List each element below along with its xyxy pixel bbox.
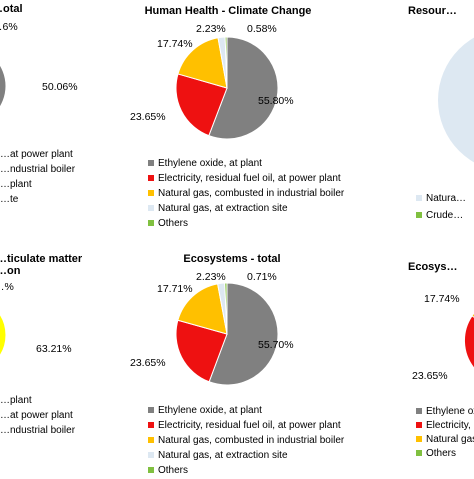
legend-entry-2: Natural gas, combusted in industrial boi… xyxy=(158,188,345,199)
chart-title: …ticulate matter xyxy=(0,253,83,265)
chart-subtitle: …on xyxy=(0,265,21,277)
legend-entry-1: Electricity, resid… xyxy=(426,420,474,431)
legend-swatch-0 xyxy=(416,408,422,414)
chart-ecosystems-total: Ecosystems - total 55.70% 23.65% 17.71% … xyxy=(130,253,345,476)
chart-title: Human Health - Climate Change xyxy=(145,5,312,17)
legend-swatch-3 xyxy=(148,452,154,458)
extra-label: …% xyxy=(0,281,14,293)
data-label-0: 55.70% xyxy=(258,339,294,351)
chart-left-top-partial: …otal …6% 50.06% …at power plant …ndustri… xyxy=(0,3,78,205)
chart-right-bottom-partial: Ecosys… 17.74% 23.65% Ethylene oxide… Ele… xyxy=(408,261,474,459)
chart-title: …otal xyxy=(0,3,23,15)
legend-entry-0: …plant xyxy=(0,395,32,406)
pie-slice-4 xyxy=(224,282,228,335)
legend-swatch-1 xyxy=(416,212,422,218)
legend: Ethylene oxide, at plant Electricity, res… xyxy=(148,158,345,229)
legend-swatch-1 xyxy=(148,422,154,428)
legend-entry-1: …ndustrial boiler xyxy=(0,164,76,175)
legend-swatch-0 xyxy=(148,407,154,413)
legend-entry-2: Natural gas, combusted in industrial boi… xyxy=(158,435,345,446)
legend-entry-1: Crude… xyxy=(426,210,463,221)
data-label-0: 50.06% xyxy=(42,81,78,93)
legend-entry-3: Natural gas, at extraction site xyxy=(158,203,288,214)
pie-slice-1 xyxy=(175,319,228,383)
pie-slice-0 xyxy=(438,37,474,163)
legend-entry-0: …at power plant xyxy=(0,149,73,160)
chart-right-top-partial: Resour… Natura… Crude… xyxy=(408,5,474,221)
legend-entry-1: …at power plant xyxy=(0,410,73,421)
legend-entry-2: …plant xyxy=(0,179,32,190)
legend-entry-4: Others xyxy=(158,465,188,474)
pie-slice-0 xyxy=(0,64,7,108)
extra-label: …6% xyxy=(0,21,18,33)
pie-slice-4 xyxy=(224,36,228,89)
legend: Ethylene oxide… Electricity, resid… Natura… xyxy=(416,406,474,459)
data-label-3: 2.23% xyxy=(196,271,226,283)
chart-left-bottom-partial: …ticulate matter …on …% 63.21% …plant …at… xyxy=(0,253,83,436)
pie-slice-2 xyxy=(177,37,228,89)
chart-title: Resour… xyxy=(408,5,457,17)
legend-entry-3: Natural gas, at extraction site xyxy=(158,450,288,461)
legend: Natura… Crude… xyxy=(416,193,466,221)
pie-slice-0 xyxy=(208,36,279,140)
legend-swatch-0 xyxy=(148,160,154,166)
legend-swatch-4 xyxy=(148,220,154,226)
data-label-3: 2.23% xyxy=(196,23,226,35)
chart-human-health: Human Health - Climate Change 55.80% 23.… xyxy=(130,5,345,229)
legend-entry-0: Natura… xyxy=(426,193,466,204)
legend-entry-1: Electricity, residual fuel oil, at power… xyxy=(158,173,341,184)
pie-slice-0 xyxy=(208,282,279,386)
legend-swatch-2 xyxy=(416,436,422,442)
legend-entry-3: Others xyxy=(426,448,456,459)
chart-title: Ecosys… xyxy=(408,261,458,273)
legend-entry-2: …ndustrial boiler xyxy=(0,425,76,436)
pie-slice-0 xyxy=(0,313,7,357)
data-label-0: 17.74% xyxy=(424,293,460,305)
pie-slice-1 xyxy=(175,73,228,137)
pie-slice-2 xyxy=(177,283,228,335)
legend-swatch-1 xyxy=(416,422,422,428)
legend-swatch-1 xyxy=(148,175,154,181)
legend: …at power plant …ndustrial boiler …plant …t… xyxy=(0,149,76,205)
legend-entry-0: Ethylene oxide… xyxy=(426,406,474,417)
chart-title: Ecosystems - total xyxy=(183,253,280,265)
pie xyxy=(175,282,279,386)
data-label-2: 17.71% xyxy=(157,283,193,295)
legend-entry-4: Others xyxy=(158,218,188,229)
data-label-1: 23.65% xyxy=(130,111,166,123)
data-label-4: 0.58% xyxy=(247,23,277,35)
legend-swatch-2 xyxy=(148,190,154,196)
legend-entry-3: …te xyxy=(0,194,19,205)
legend-swatch-0 xyxy=(416,195,422,201)
pie-slice-1 xyxy=(463,315,474,369)
data-label-1: 23.65% xyxy=(130,357,166,369)
data-label-4: 0.71% xyxy=(247,271,277,283)
legend: Ethylene oxide, at plant Electricity, res… xyxy=(148,405,345,476)
legend-entry-2: Natural gas… xyxy=(426,434,474,445)
legend-swatch-3 xyxy=(416,450,422,456)
legend-swatch-4 xyxy=(148,467,154,473)
legend-swatch-2 xyxy=(148,437,154,443)
data-label-0: 63.21% xyxy=(36,343,72,355)
legend-entry-0: Ethylene oxide, at plant xyxy=(158,405,262,416)
data-label-0: 55.80% xyxy=(258,95,294,107)
data-label-1: 23.65% xyxy=(412,370,448,382)
data-label-2: 17.74% xyxy=(157,38,193,50)
legend-entry-0: Ethylene oxide, at plant xyxy=(158,158,262,169)
pie xyxy=(175,36,279,140)
legend: …plant …at power plant …ndustrial boiler xyxy=(0,395,76,436)
legend-entry-1: Electricity, residual fuel oil, at power… xyxy=(158,420,341,431)
legend-swatch-3 xyxy=(148,205,154,211)
